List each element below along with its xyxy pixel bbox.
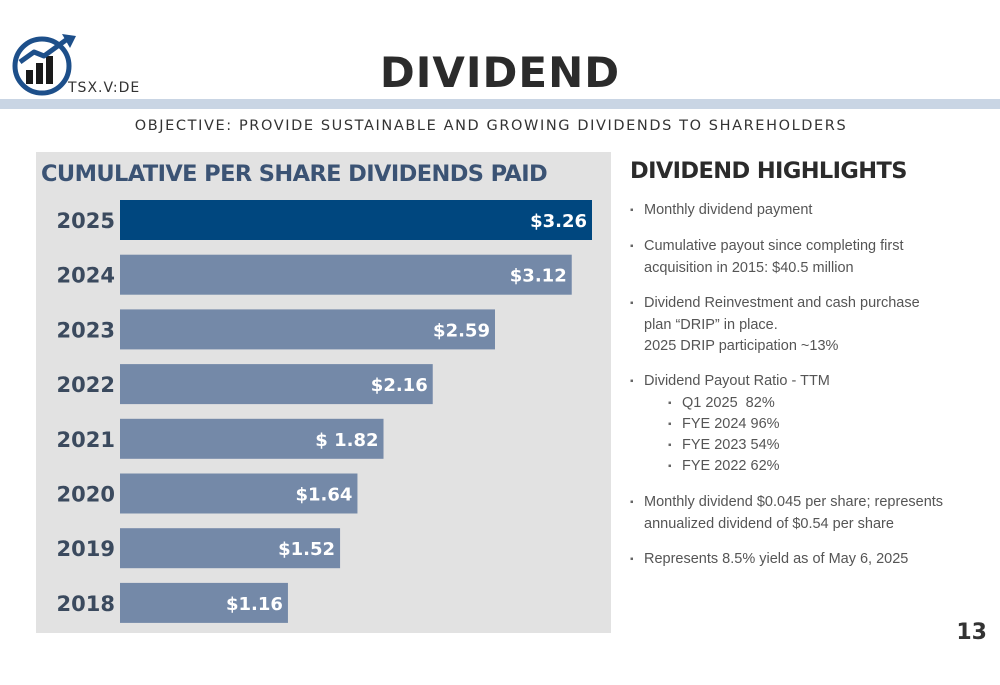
bullet-icon: ▪	[668, 461, 672, 472]
highlight-line: Cumulative payout since completing first	[644, 238, 904, 254]
page-title: DIVIDEND	[379, 48, 621, 97]
highlight-line: Represents 8.5% yield as of May 6, 2025	[644, 551, 909, 567]
value-label: $1.64	[296, 485, 353, 506]
bar-2020	[120, 473, 358, 514]
highlight-item-payout-ratio: ▪ Dividend Payout Ratio - TTM	[630, 371, 830, 393]
bar-2023	[120, 309, 495, 350]
dividends-chart-panel: CUMULATIVE PER SHARE DIVIDENDS PAID 2025…	[36, 152, 611, 633]
value-label: $2.16	[371, 375, 428, 396]
highlight-line: Monthly dividend $0.045 per share; repre…	[644, 494, 944, 510]
highlight-line: Dividend Payout Ratio - TTM	[644, 373, 830, 389]
bullet-icon: ▪	[630, 554, 634, 565]
category-label: 2022	[57, 373, 115, 397]
bar-2025	[120, 200, 592, 240]
payout-ratio-item: ▪ Q1 2025 82%	[668, 393, 775, 415]
dividends-bar-chart: 2025 $3.26 2024 $3.12 2023 $2.59 2022 $2.16 2021…	[57, 200, 592, 623]
bullet-icon: ▪	[668, 419, 672, 430]
highlights-title: DIVIDEND HIGHLIGHTS	[630, 158, 907, 184]
payout-ratio-text: FYE 2023 54%	[682, 437, 780, 453]
bar-2021	[120, 418, 384, 459]
value-label: $1.52	[278, 539, 335, 560]
bullet-icon: ▪	[630, 497, 634, 508]
value-label: $2.59	[433, 320, 490, 341]
title-divider	[0, 99, 1000, 109]
ticker-symbol: TSX.V:DE	[68, 80, 141, 96]
payout-ratio-item: ▪ FYE 2024 96%	[668, 414, 780, 436]
bar-2018	[120, 582, 288, 623]
bar-2024	[120, 254, 572, 295]
highlight-item-monthly-rate: ▪ Monthly dividend $0.045 per share; rep…	[630, 492, 943, 535]
category-label: 2025	[57, 209, 115, 233]
company-logo	[12, 30, 78, 96]
highlight-line: annualized dividend of $0.54 per share	[644, 515, 894, 532]
objective-text: OBJECTIVE: PROVIDE SUSTAINABLE AND GROWI…	[134, 118, 848, 134]
category-label: 2021	[57, 428, 115, 452]
payout-ratio-item: ▪ FYE 2023 54%	[668, 435, 780, 457]
bullet-icon: ▪	[630, 298, 634, 309]
payout-ratio-item: ▪ FYE 2022 62%	[668, 456, 780, 478]
bar-2019	[120, 528, 341, 569]
highlight-line: Monthly dividend payment	[644, 202, 813, 218]
payout-ratio-text: FYE 2024 96%	[682, 416, 780, 432]
chart-title: CUMULATIVE PER SHARE DIVIDENDS PAID	[41, 161, 548, 187]
value-label: $1.16	[226, 594, 283, 615]
highlight-line: plan “DRIP” in place.	[644, 316, 778, 333]
highlight-item-cumulative-payout: ▪ Cumulative payout since completing fir…	[630, 236, 904, 279]
highlight-item-monthly: ▪ Monthly dividend payment	[630, 200, 812, 222]
highlight-line: acquisition in 2015: $40.5 million	[644, 259, 854, 276]
value-label: $3.26	[530, 211, 587, 232]
category-label: 2024	[57, 264, 115, 288]
category-label: 2023	[57, 318, 115, 342]
highlight-item-drip: ▪ Dividend Reinvestment and cash purchas…	[630, 293, 920, 358]
category-label: 2020	[57, 483, 115, 507]
category-label: 2018	[57, 592, 115, 616]
bullet-icon: ▪	[630, 376, 634, 387]
bullet-icon: ▪	[630, 241, 634, 252]
bullet-icon: ▪	[630, 205, 634, 216]
category-label: 2019	[57, 537, 115, 561]
payout-ratio-text: FYE 2022 62%	[682, 458, 780, 474]
highlight-item-yield: ▪ Represents 8.5% yield as of May 6, 202…	[630, 549, 908, 571]
bullet-icon: ▪	[668, 398, 672, 409]
bar-2022	[120, 364, 433, 405]
value-label: $3.12	[510, 266, 567, 287]
page-number: 13	[956, 620, 987, 645]
highlight-line: 2025 DRIP participation ~13%	[644, 338, 839, 354]
highlight-line: Dividend Reinvestment and cash purchase	[644, 295, 920, 311]
bullet-icon: ▪	[668, 440, 672, 451]
value-label: $ 1.82	[315, 430, 378, 451]
payout-ratio-text: Q1 2025 82%	[682, 395, 775, 411]
